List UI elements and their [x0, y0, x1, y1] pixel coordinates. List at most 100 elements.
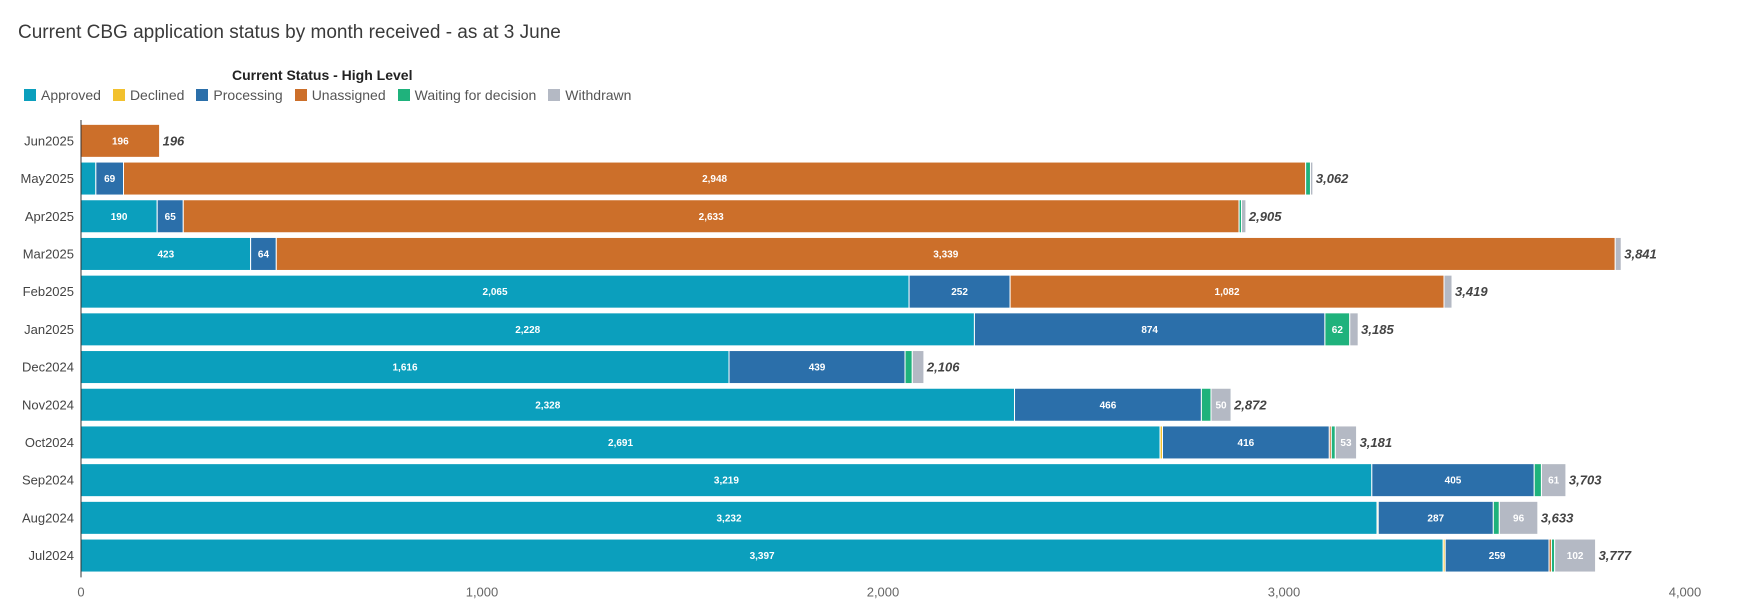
- category-label: Jul2024: [28, 548, 74, 563]
- legend-swatch-approved: [24, 89, 36, 101]
- segment-value-label: 252: [951, 287, 968, 298]
- bar-segment-processing[interactable]: [973, 312, 1326, 347]
- bar-segment-approved[interactable]: [80, 312, 975, 347]
- bar-total-label: 3,181: [1360, 435, 1393, 450]
- bar-total-label: 3,633: [1541, 510, 1574, 525]
- bar-segment-unassigned[interactable]: [80, 123, 161, 158]
- legend-label: Declined: [129, 87, 185, 103]
- bar-segment-withdrawn[interactable]: [1554, 538, 1597, 573]
- bar-segment-withdrawn[interactable]: [1349, 312, 1359, 347]
- bar-segment-processing[interactable]: [908, 274, 1011, 309]
- segment-value-label: 62: [1332, 325, 1344, 336]
- segment-value-label: 69: [104, 174, 116, 185]
- bar-segment-withdrawn[interactable]: [1498, 500, 1539, 535]
- segment-value-label: 2,228: [515, 325, 540, 336]
- bar-segment-processing[interactable]: [1014, 387, 1202, 422]
- segment-value-label: 1,616: [392, 363, 417, 374]
- segment-value-label: 259: [1489, 551, 1506, 562]
- category-label: Oct2024: [25, 435, 74, 450]
- legend-swatch-declined: [112, 89, 125, 101]
- bar-segment-approved[interactable]: [80, 161, 97, 196]
- bar-total-label: 3,185: [1361, 322, 1394, 337]
- legend: Approved Declined Processing Unassigned Wait…: [24, 87, 643, 103]
- bar-total-label: 2,106: [926, 360, 960, 375]
- bar-segment-processing[interactable]: [95, 161, 125, 196]
- bar-segment-approved[interactable]: [80, 463, 1373, 498]
- bar-segment-waiting-for-decision[interactable]: [1324, 312, 1351, 347]
- bar-total-label: 2,872: [1233, 397, 1267, 412]
- category-label: Apr2025: [25, 209, 74, 224]
- segment-value-label: 50: [1215, 400, 1227, 411]
- bar-segment-processing[interactable]: [1371, 463, 1535, 498]
- bar-segment-approved[interactable]: [80, 387, 1016, 422]
- bar-segment-waiting-for-decision[interactable]: [1492, 500, 1500, 535]
- legend-item-declined[interactable]: Declined: [112, 87, 185, 103]
- legend-label: Unassigned: [311, 87, 386, 103]
- bar-segment-waiting-for-decision[interactable]: [1330, 425, 1336, 460]
- x-tick-label: 3,000: [1268, 584, 1301, 599]
- bar-total-label: 3,062: [1316, 171, 1349, 186]
- bar-segment-withdrawn[interactable]: [1614, 236, 1622, 271]
- chart-title: Current CBG application status by month …: [18, 22, 561, 43]
- bar-segment-unassigned[interactable]: [275, 236, 1616, 271]
- legend-label: Withdrawn: [565, 87, 632, 103]
- bar-segment-withdrawn[interactable]: [1334, 425, 1358, 460]
- legend-item-unassigned[interactable]: Unassigned: [294, 87, 386, 103]
- bar-segment-withdrawn[interactable]: [1443, 274, 1453, 309]
- legend-label: Approved: [41, 87, 101, 103]
- segment-value-label: 466: [1100, 400, 1117, 411]
- bar-segment-withdrawn[interactable]: [1309, 161, 1314, 196]
- segment-value-label: 61: [1548, 476, 1560, 487]
- x-tick-label: 4,000: [1669, 584, 1702, 599]
- bar-total-label: 3,703: [1569, 473, 1602, 488]
- legend-item-processing[interactable]: Processing: [196, 87, 283, 103]
- legend-label: Processing: [213, 87, 283, 103]
- bar-total-label: 2,905: [1248, 209, 1282, 224]
- category-label: Sep2024: [22, 473, 74, 488]
- bar-segment-processing[interactable]: [250, 236, 277, 271]
- bar-segment-withdrawn[interactable]: [1240, 199, 1247, 234]
- segment-value-label: 3,397: [750, 551, 775, 562]
- segment-value-label: 2,633: [699, 212, 724, 223]
- segment-value-label: 53: [1340, 438, 1352, 449]
- bar-segment-waiting-for-decision[interactable]: [1305, 161, 1311, 196]
- bar-segment-unassigned[interactable]: [182, 199, 1240, 234]
- bar-segment-approved[interactable]: [80, 236, 252, 271]
- bar-segment-processing[interactable]: [728, 350, 906, 385]
- bar-total-label: 3,841: [1624, 246, 1657, 261]
- bar-segment-processing[interactable]: [1161, 425, 1330, 460]
- legend-swatch-waiting-for-decision: [397, 89, 410, 101]
- legend-swatch-processing: [196, 89, 209, 101]
- category-label: Jan2025: [24, 322, 74, 337]
- bar-segment-approved[interactable]: [80, 199, 158, 234]
- bar-segment-approved[interactable]: [80, 274, 910, 309]
- category-label: Feb2025: [23, 284, 74, 299]
- bar-segment-waiting-for-decision[interactable]: [1533, 463, 1542, 498]
- segment-value-label: 287: [1427, 513, 1444, 524]
- bar-segment-withdrawn[interactable]: [1210, 387, 1232, 422]
- segment-value-label: 2,328: [535, 400, 560, 411]
- category-label: Dec2024: [22, 360, 74, 375]
- bar-segment-unassigned[interactable]: [1009, 274, 1445, 309]
- bar-segment-approved[interactable]: [80, 500, 1378, 535]
- legend-item-waiting-for-decision[interactable]: Waiting for decision: [397, 87, 536, 103]
- segment-value-label: 65: [165, 212, 177, 223]
- segment-value-label: 405: [1445, 476, 1462, 487]
- legend-item-withdrawn[interactable]: Withdrawn: [548, 87, 631, 103]
- bar-segment-waiting-for-decision[interactable]: [1200, 387, 1212, 422]
- bar-segment-withdrawn[interactable]: [1540, 463, 1567, 498]
- segment-value-label: 439: [809, 363, 826, 374]
- bar-segment-unassigned[interactable]: [123, 161, 1307, 196]
- category-label: Jun2025: [24, 133, 74, 148]
- segment-value-label: 102: [1567, 551, 1584, 562]
- bar-segment-processing[interactable]: [1444, 538, 1550, 573]
- bar-total-label: 3,419: [1455, 284, 1488, 299]
- bar-segment-withdrawn[interactable]: [911, 350, 925, 385]
- segment-value-label: 64: [258, 249, 270, 260]
- legend-item-approved[interactable]: Approved: [24, 87, 101, 103]
- bar-segment-waiting-for-decision[interactable]: [904, 350, 913, 385]
- segment-value-label: 196: [112, 136, 129, 147]
- bar-segment-processing[interactable]: [156, 199, 184, 234]
- segment-value-label: 874: [1141, 325, 1158, 336]
